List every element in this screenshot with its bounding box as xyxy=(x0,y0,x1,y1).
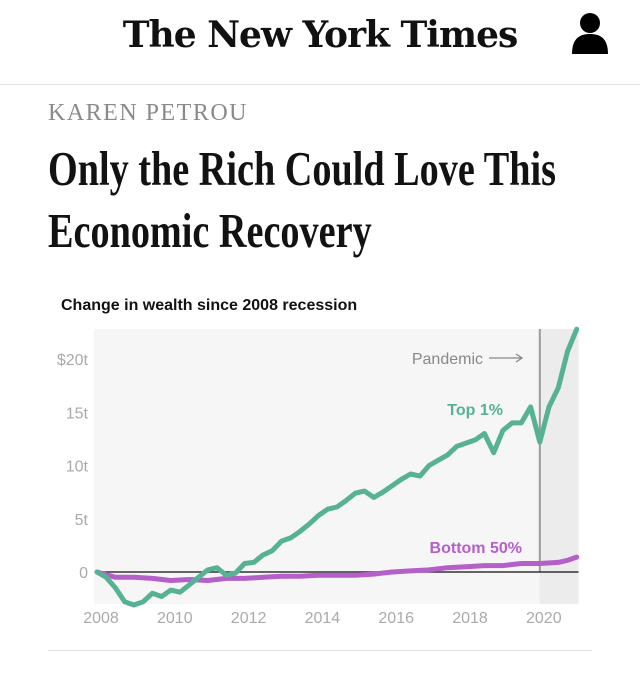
x-tick-label: 2016 xyxy=(378,610,414,627)
x-tick-label: 2010 xyxy=(157,610,193,627)
masthead: The New York Times xyxy=(0,0,640,85)
series-label-bottom-50: Bottom 50% xyxy=(430,540,522,557)
series-line-top-1 xyxy=(94,326,580,608)
pandemic-annotation: Pandemic xyxy=(412,351,483,368)
headline-line-2: Economic Recovery xyxy=(48,203,372,258)
series-label-top-1: Top 1% xyxy=(447,402,503,419)
x-tick-label: 2020 xyxy=(526,610,562,627)
person-icon[interactable] xyxy=(572,12,608,54)
x-tick-label: 2014 xyxy=(305,610,341,627)
x-tick-label: 2012 xyxy=(231,610,267,627)
y-tick-label: 0 xyxy=(79,565,88,582)
y-tick-label: 15t xyxy=(66,405,89,422)
y-tick-label: 5t xyxy=(75,512,89,529)
nyt-logo[interactable]: The New York Times xyxy=(122,14,519,56)
headline-line-1: Only the Rich Could Love This xyxy=(48,141,556,196)
x-tick-label: 2018 xyxy=(452,610,488,627)
wealth-chart: 0 5t 10t 15t $20t 2008 2010 2012 2014 2016 2018 202… xyxy=(57,326,580,627)
y-tick-label: 10t xyxy=(66,459,89,476)
author-byline[interactable]: KAREN PETROU xyxy=(48,100,249,126)
series-line-bottom-50 xyxy=(94,554,580,583)
chart-title: Change in wealth since 2008 recession xyxy=(61,297,358,314)
headline: Only the Rich Could Love This Economic R… xyxy=(48,138,594,262)
arrow-right-icon xyxy=(489,353,524,363)
divider xyxy=(48,650,592,651)
y-tick-label: $20t xyxy=(57,352,89,369)
plot-background xyxy=(94,329,540,604)
x-tick-label: 2008 xyxy=(83,610,119,627)
